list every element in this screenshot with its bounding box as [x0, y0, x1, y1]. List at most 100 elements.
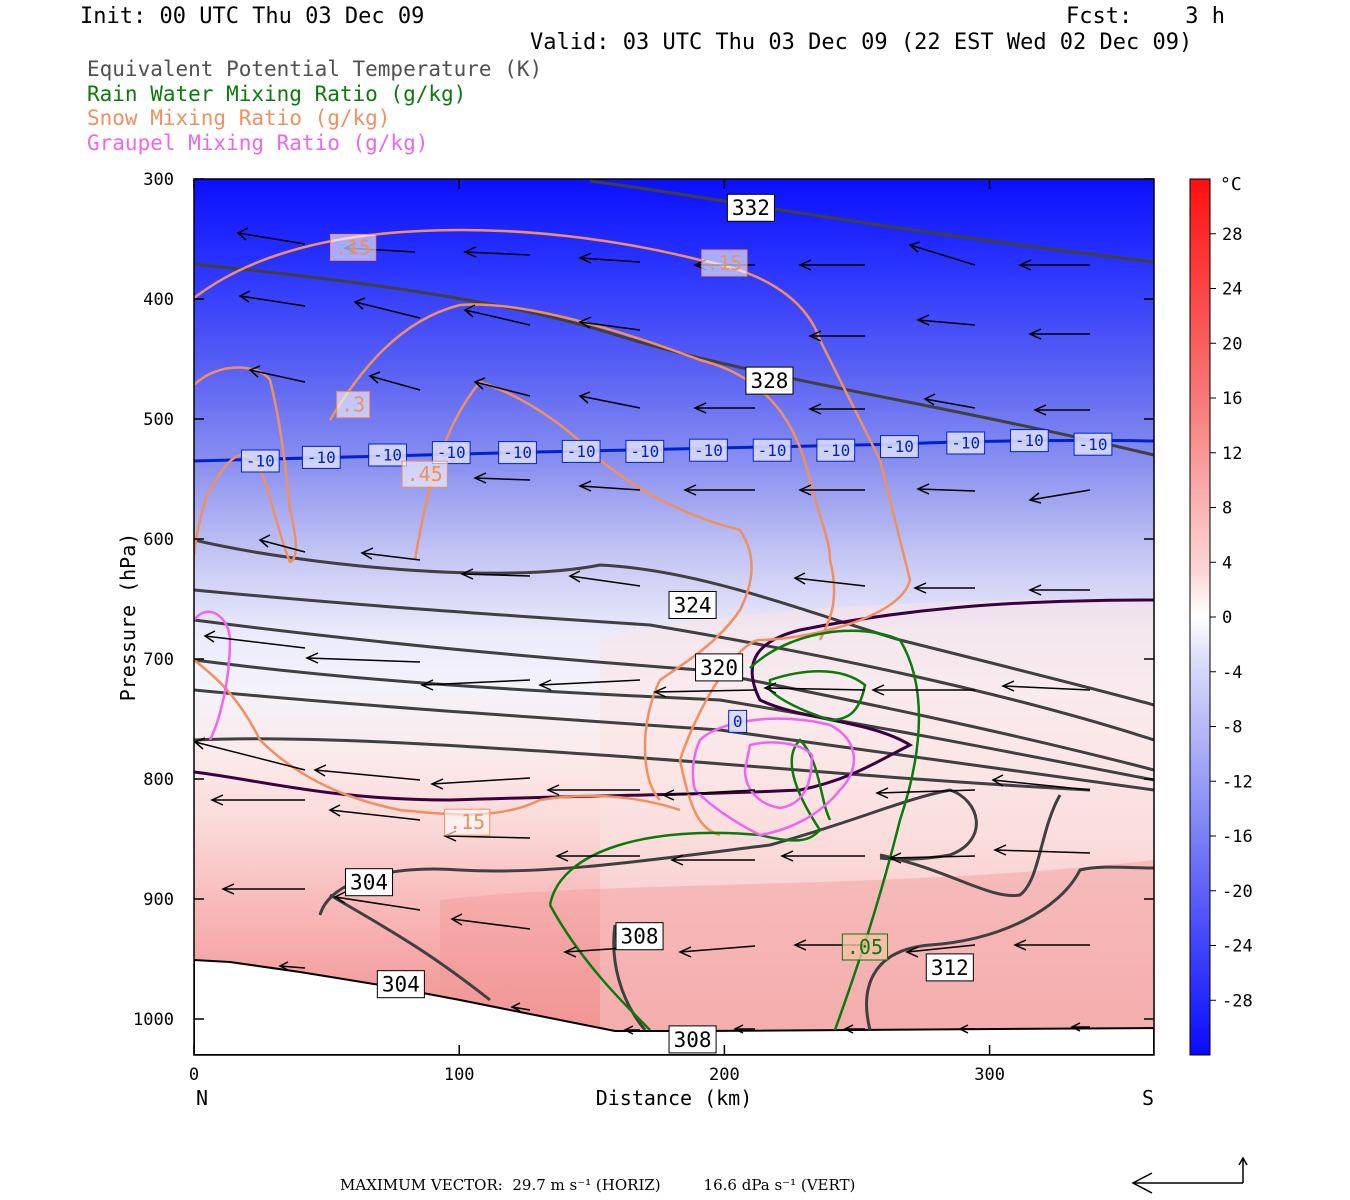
label-box [695, 653, 744, 682]
label-text: -10 [630, 442, 659, 461]
colorbar-tick-label: -24 [1222, 937, 1253, 957]
y-tick-label: 500 [143, 410, 174, 430]
wind-arrow [538, 679, 641, 691]
wind-arrow [733, 1024, 755, 1034]
wind-arrow [1028, 328, 1090, 340]
warm-core [440, 860, 1154, 1055]
label-text: 0 [733, 712, 743, 731]
wind-arrow [473, 472, 531, 484]
temperature-contour-label: -10 [752, 438, 792, 462]
wind-arrow [221, 883, 305, 895]
label-text: -10 [246, 452, 275, 471]
wind-arrow [693, 402, 755, 414]
theta_e-contour-label: 328 [745, 366, 794, 395]
label-box [498, 441, 537, 465]
temperature-contour-label: -10 [368, 443, 407, 467]
colorbar-tick-label: -12 [1222, 772, 1253, 792]
label-box [816, 438, 856, 462]
label-box [401, 460, 448, 488]
legend-theta-e: Equivalent Potential Temperature (K) [87, 57, 543, 81]
snow-contour-label: .45 [401, 460, 448, 488]
colorbar-tick-label: 28 [1222, 225, 1242, 245]
label-text: 328 [751, 369, 789, 393]
label-box [368, 443, 407, 467]
wind-arrow [888, 852, 976, 864]
label-text: .15 [449, 810, 485, 834]
wind-arrow [661, 789, 756, 801]
graupel-contours [194, 610, 856, 837]
x-tick-label: 100 [444, 1065, 475, 1085]
label-box [841, 933, 889, 961]
temperature-contour-label: -10 [498, 441, 537, 465]
label-text: -10 [437, 443, 466, 462]
label-text: 324 [674, 593, 712, 617]
temp-contour-zero [194, 598, 1154, 802]
theta_e-contour-label: 304 [376, 970, 425, 999]
y-tick-label: 600 [143, 530, 174, 550]
wind-arrow [473, 377, 531, 397]
label-box [745, 366, 794, 395]
legend-snow: Snow Mixing Ratio (g/kg) [87, 106, 391, 130]
label-text: -10 [1079, 435, 1108, 454]
temperature-contour-label: -10 [689, 438, 728, 462]
wind-arrow [913, 582, 975, 594]
wind-arrow [908, 241, 976, 266]
wind-vectors [194, 227, 1091, 1035]
temp-contour-minus10 [194, 438, 1154, 463]
colorbar-unit: °C [1220, 174, 1242, 195]
wind-arrow [450, 913, 531, 930]
x-tick-label: 200 [709, 1065, 740, 1085]
wind-arrow [568, 570, 641, 587]
wind-arrow [463, 304, 531, 326]
wind-arrow [210, 794, 305, 806]
wind-arrow [194, 737, 306, 771]
temperature-contour-label: -10 [1009, 429, 1049, 453]
label-box [376, 970, 425, 999]
label-text: -10 [373, 446, 402, 465]
label-box [689, 438, 728, 462]
legend-graupel: Graupel Mixing Ratio (g/kg) [87, 131, 429, 155]
snow-contour-label: .15 [701, 249, 748, 277]
max-vector-note: MAXIMUM VECTOR: 29.7 m s⁻¹ (HORIZ) 16.6 … [340, 1176, 856, 1194]
label-text: -10 [758, 441, 787, 460]
label-text: .15 [706, 251, 742, 275]
rain-contour-label: .05 [841, 933, 889, 961]
wind-arrow [333, 891, 421, 911]
x-axis-label: Distance (km) [596, 1086, 753, 1110]
label-box [301, 445, 341, 469]
temperature-contour-label: -10 [561, 439, 601, 463]
temperature-contour-label: -10 [1073, 432, 1113, 456]
label-text: 320 [700, 656, 738, 680]
wind-arrow [578, 391, 641, 409]
wind-arrow [905, 944, 976, 958]
colorbar-ticks: 28 24 20 16 12 8 4 0 -4 -8 -12 -16 -20 -24 -28 [1210, 225, 1253, 1011]
x-end-label-left: N [196, 1086, 208, 1110]
theta_e-contour-label: 308 [615, 922, 664, 951]
wind-arrow [555, 850, 640, 862]
label-text: .05 [847, 935, 883, 959]
wind-arrow [1001, 680, 1091, 692]
y-tick-label: 1000 [133, 1010, 174, 1030]
theta_e-contour-label: 304 [344, 868, 394, 897]
x-tick-label: 300 [974, 1065, 1005, 1085]
colorbar-tick-label: 12 [1222, 444, 1242, 464]
wind-arrow [958, 1024, 975, 1034]
label-box [726, 193, 775, 222]
y-tick-label: 300 [143, 170, 174, 190]
colorbar-tick-label: 0 [1222, 608, 1232, 628]
wind-arrow [1033, 404, 1090, 416]
wind-arrow [238, 290, 306, 307]
temperature-contour-label: -10 [625, 439, 665, 463]
y-tick-label: 900 [143, 890, 174, 910]
label-text: 304 [382, 973, 420, 997]
wind-arrow [248, 365, 306, 383]
contour-labels: 332 328 324 320 304 308 312 304 308 -10 -10 -10 -10 -… [240, 193, 1113, 1054]
wind-arrow [798, 484, 865, 496]
temperature-contour-label: -10 [431, 441, 471, 465]
wind-arrow [1018, 259, 1090, 271]
temperature-contour-label: -10 [301, 445, 341, 469]
temperature-contour-label: -10 [240, 449, 280, 473]
temperature-contour-label: 0 [728, 709, 748, 733]
legend-rain: Rain Water Mixing Ratio (g/kg) [87, 82, 467, 106]
colorbar [1189, 178, 1211, 1056]
